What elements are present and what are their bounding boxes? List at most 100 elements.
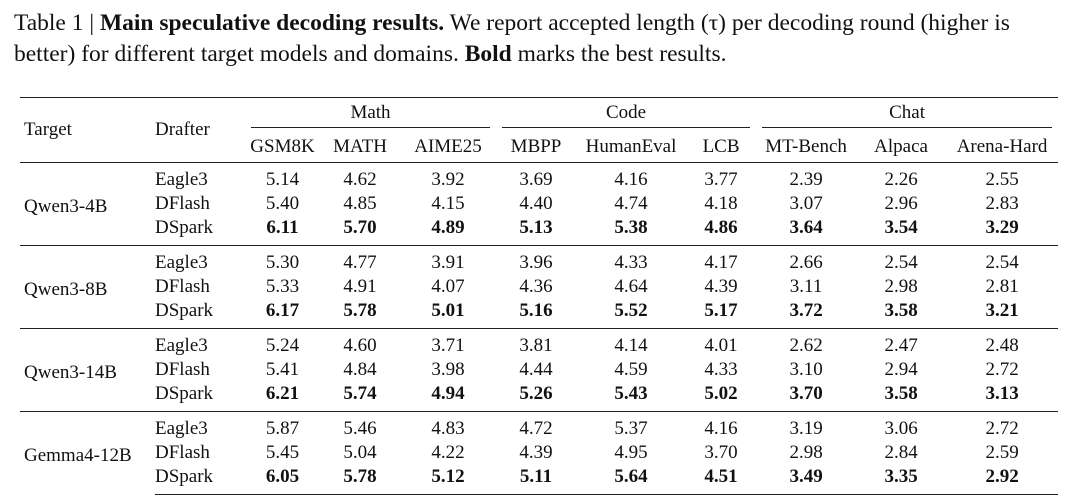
value-cell: 3.19 [756, 411, 857, 441]
value-cell: 4.39 [704, 276, 738, 297]
value-cell: 3.98 [431, 359, 465, 380]
value-cell: 3.71 [400, 328, 497, 358]
value-cell: 2.72 [946, 411, 1059, 441]
value-cell: 3.29 [985, 217, 1019, 238]
value-cell: 2.72 [985, 359, 1019, 380]
drafter-cell: DFlash [155, 442, 210, 463]
header-row: Target Drafter Math Code Chat [20, 97, 1059, 163]
group-header-cell: Math [245, 97, 497, 131]
header-cell: Target [20, 97, 155, 163]
value-cell: 3.11 [789, 276, 823, 297]
value-cell: 4.44 [519, 359, 553, 380]
value-cell: 3.70 [704, 442, 738, 463]
value-cell: 4.39 [519, 442, 553, 463]
table-row: DFlash 5.40 4.85 4.15 4.40 4.74 4.18 3.07 2.96 2.… [20, 192, 1058, 216]
value-cell: 4.72 [496, 411, 577, 441]
column-header: MT-Bench [756, 131, 857, 163]
table-row: DSpark 6.11 5.70 4.89 5.13 5.38 4.86 3.64 3.54 3.… [20, 216, 1058, 246]
column-header: MBPP [496, 131, 577, 163]
value-cell: 6.11 [266, 217, 299, 238]
drafter-cell: DSpark [155, 300, 214, 321]
value-cell: 5.45 [265, 442, 300, 463]
target-cell: Gemma4-12B [20, 411, 155, 495]
drafter-cell: DSpark [155, 465, 245, 495]
value-cell: 5.04 [343, 442, 377, 463]
value-cell: 4.94 [431, 383, 465, 404]
value-cell: 3.92 [400, 162, 497, 192]
table-row: Qwen3-8B Eagle3 5.30 4.77 3.91 3.96 4.33 4.17 2.… [20, 245, 1059, 329]
value-cell: 5.52 [614, 300, 648, 321]
value-cell: 5.26 [519, 383, 553, 404]
value-cell: 4.16 [576, 162, 687, 192]
value-cell: 4.22 [431, 442, 465, 463]
value-cell: 4.07 [431, 276, 465, 297]
value-cell: 2.26 [856, 162, 947, 192]
drafter-cell: DSpark [155, 383, 214, 404]
value-cell: 3.54 [884, 217, 918, 238]
value-cell: 6.05 [245, 465, 320, 495]
column-header: Arena-Hard [946, 131, 1059, 163]
value-cell: 3.06 [856, 411, 947, 441]
caption-text: marks the best results. [517, 41, 727, 67]
value-cell: 4.18 [704, 193, 738, 214]
value-cell: 4.95 [614, 442, 648, 463]
group-header-cell: Code [496, 97, 757, 131]
value-cell: 3.35 [856, 465, 947, 495]
group-header-cell: Chat [756, 97, 1059, 131]
value-cell: 5.43 [614, 383, 648, 404]
table-row: DFlash 5.41 4.84 3.98 4.44 4.59 4.33 3.10 2.94 2.… [20, 358, 1058, 382]
value-cell: 5.02 [704, 383, 738, 404]
value-cell: 5.70 [343, 217, 377, 238]
value-cell: 5.13 [519, 217, 553, 238]
header-row: GSM8K MATH AIME25 MBPP HumanEval LCB MT-Bench A… [20, 131, 1059, 163]
table-row: DSpark 6.21 5.74 4.94 5.26 5.43 5.02 3.70 3.58 3.… [20, 382, 1058, 412]
drafter-cell: Eagle3 [155, 411, 245, 441]
value-cell: 4.85 [343, 193, 377, 214]
column-header: AIME25 [400, 131, 497, 163]
value-cell: 2.59 [985, 442, 1019, 463]
drafter-cell: DSpark [155, 217, 214, 238]
table-row: DFlash 5.33 4.91 4.07 4.36 4.64 4.39 3.11 2.98 2.… [20, 275, 1058, 299]
value-cell: 2.47 [856, 328, 947, 358]
value-cell: 4.14 [576, 328, 687, 358]
value-cell: 4.83 [400, 411, 497, 441]
value-cell: 2.92 [946, 465, 1059, 495]
value-cell: 2.62 [756, 328, 857, 358]
caption-text: We report accepted length (τ) per decodi… [14, 10, 1010, 67]
value-cell: 4.91 [343, 276, 377, 297]
value-cell: 4.33 [576, 245, 687, 275]
value-cell: 3.96 [496, 245, 577, 275]
value-cell: 3.58 [884, 300, 918, 321]
table-row: Qwen3-14B Eagle3 5.24 4.60 3.71 3.81 4.14 4.01 2… [20, 328, 1059, 412]
table-row: DFlash 5.45 5.04 4.22 4.39 4.95 3.70 2.98 2.84 2.… [20, 441, 1058, 465]
column-header: GSM8K [245, 131, 320, 163]
value-cell: 4.86 [704, 217, 738, 238]
value-cell: 5.87 [245, 411, 320, 441]
column-header: HumanEval [576, 131, 687, 163]
row-group: Gemma4-12B Eagle3 5.87 5.46 4.83 4.72 5.37 4.16… [20, 411, 1059, 495]
value-cell: 2.39 [756, 162, 857, 192]
drafter-cell: DFlash [155, 276, 210, 297]
value-cell: 4.40 [519, 193, 553, 214]
value-cell: 4.17 [686, 245, 757, 275]
value-cell: 4.74 [614, 193, 648, 214]
value-cell: 5.14 [245, 162, 320, 192]
drafter-cell: DFlash [155, 193, 210, 214]
value-cell: 3.10 [789, 359, 823, 380]
caption: Table 1 | Main speculative decoding resu… [14, 8, 1070, 70]
value-cell: 4.01 [686, 328, 757, 358]
results-table: Target Drafter Math Code Chat GSM8K MATH AIM… [20, 97, 1059, 495]
value-cell: 2.66 [756, 245, 857, 275]
drafter-cell: DFlash [155, 359, 210, 380]
value-cell: 3.07 [789, 193, 823, 214]
row-group: Qwen3-4B Eagle3 5.14 4.62 3.92 3.69 4.16 3.77 2.… [20, 162, 1059, 246]
value-cell: 4.77 [320, 245, 400, 275]
table-row: Gemma4-12B Eagle3 5.87 5.46 4.83 4.72 5.37 4.16… [20, 411, 1059, 495]
value-cell: 2.96 [884, 193, 918, 214]
value-cell: 6.21 [265, 383, 300, 404]
value-cell: 5.46 [320, 411, 400, 441]
value-cell: 6.17 [265, 300, 300, 321]
value-cell: 4.15 [431, 193, 465, 214]
table-header: Target Drafter Math Code Chat GSM8K MATH AIM… [20, 97, 1059, 163]
